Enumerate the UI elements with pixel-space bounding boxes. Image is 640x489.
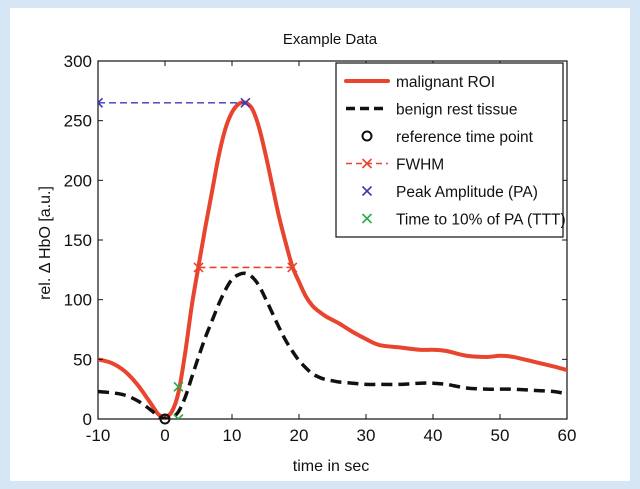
legend: malignant ROI benign rest tissue reference… (335, 62, 566, 238)
legend-swatch (361, 130, 373, 142)
y-tick-label: 300 (64, 52, 92, 71)
legend-entry: Peak Amplitude (PA) (361, 184, 538, 201)
peak-amplitude-marker (240, 97, 251, 108)
y-axis-label: rel. Δ HbO [a.u.] (37, 186, 54, 300)
x-tick-label: -10 (86, 426, 111, 445)
ttt-marker (173, 381, 184, 392)
x-tick-label: 10 (223, 426, 242, 445)
x-axis-label: time in sec (293, 458, 369, 475)
x-tick-label: 0 (160, 426, 169, 445)
peak-amplitude-start-marker (98, 97, 104, 108)
y-tick-label: 50 (73, 350, 92, 369)
legend-box (335, 62, 564, 238)
legend-swatch (361, 185, 373, 197)
legend-entry: Time to 10% of PA (TTT) (361, 212, 566, 229)
figure-frame: Example Data -10 0 10 20 30 40 50 60 0 50 100 150 20… (10, 8, 630, 481)
y-tick-label: 250 (64, 112, 92, 131)
legend-label: FWHM (396, 157, 444, 174)
y-tick-label: 200 (64, 171, 92, 190)
legend-label: Peak Amplitude (PA) (396, 184, 538, 201)
y-tick-label: 100 (64, 291, 92, 310)
fwhm-marker (287, 262, 298, 273)
legend-label: malignant ROI (396, 74, 495, 91)
x-tick-label: 30 (357, 426, 376, 445)
legend-swatch (361, 213, 373, 224)
ttt-marker (173, 413, 184, 419)
legend-entry: benign rest tissue (346, 102, 518, 119)
malignant-roi-line (98, 100, 567, 419)
y-tick-label: 150 (64, 231, 92, 250)
legend-entry: malignant ROI (344, 74, 495, 91)
x-tick-label: 40 (424, 426, 443, 445)
data-layer (98, 97, 567, 419)
legend-swatch-marker (361, 158, 373, 169)
legend-label: Time to 10% of PA (TTT) (396, 212, 566, 229)
legend-label: benign rest tissue (396, 102, 518, 119)
x-tick-label: 50 (491, 426, 510, 445)
benign-rest-tissue-line (98, 271, 567, 419)
example-data-chart: Example Data -10 0 10 20 30 40 50 6005010015020… (37, 31, 577, 475)
fwhm-marker (193, 262, 204, 273)
plot-area (97, 60, 568, 425)
legend-label: reference time point (396, 129, 534, 146)
y-tick-label: 0 (83, 410, 92, 429)
x-tick-label: 60 (558, 426, 577, 445)
x-tick-label: 20 (290, 426, 309, 445)
chart-title: Example Data (283, 31, 378, 48)
legend-entry: FWHM (346, 157, 444, 174)
legend-entry: reference time point (361, 129, 534, 146)
